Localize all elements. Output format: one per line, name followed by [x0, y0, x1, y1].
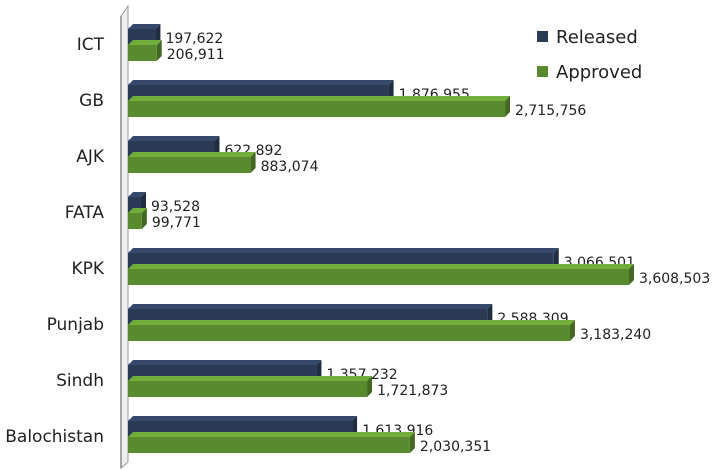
bar-released-balochistan-side: [352, 416, 358, 437]
value-label-approved-balochistan: 2,030,351: [420, 439, 491, 455]
bar-released-balochistan-top: [128, 416, 358, 421]
bars-group: 197,622206,9111,876,9552,715,756622,8928…: [128, 24, 710, 455]
bar-approved-kpk-side: [629, 264, 634, 285]
bar-released-ajk-side: [214, 136, 220, 157]
bar-approved-punjab-front: [128, 325, 570, 341]
bar-approved-punjab: [128, 320, 575, 341]
bar-approved-gb-side: [505, 96, 511, 117]
bar-released-sindh-side: [316, 360, 322, 381]
category-label-gb: GB: [79, 91, 104, 111]
bar-approved-ajk-side: [250, 152, 256, 173]
bar-released-gb-top: [128, 80, 394, 85]
bar-approved-balochistan-side: [409, 432, 415, 453]
category-label-sindh: Sindh: [56, 371, 104, 391]
bar-approved-gb: [128, 96, 511, 117]
bar-approved-balochistan-top: [128, 432, 415, 437]
bar-released-ict-top: [128, 24, 161, 29]
bar-approved-kpk-front: [128, 269, 629, 285]
bar-approved-balochistan: [128, 432, 415, 453]
bar-released-fata-side: [140, 192, 146, 213]
bar-released-ajk-top: [128, 136, 220, 141]
bar-approved-fata-side: [141, 208, 147, 229]
value-label-approved-punjab: 3,183,240: [580, 327, 651, 343]
bar-released-ict-side: [155, 24, 161, 45]
bar-approved-ict-top: [128, 40, 162, 45]
bar-approved-sindh: [128, 376, 373, 397]
bar-approved-sindh-side: [367, 376, 373, 397]
bar-approved-balochistan-front: [128, 437, 410, 453]
bar-approved-gb-top: [128, 96, 511, 101]
bar-approved-gb-front: [128, 101, 506, 117]
bar-approved-ajk-top: [128, 152, 256, 157]
bar-approved-sindh-top: [128, 376, 373, 381]
bar-approved-kpk: [128, 264, 634, 285]
bar-released-kpk-top: [128, 248, 559, 253]
bar-released-kpk-side: [553, 248, 559, 269]
value-label-released-ict: 197,622: [165, 31, 223, 47]
value-label-approved-sindh: 1,721,873: [377, 383, 448, 399]
bar-approved-punjab-side: [569, 320, 575, 341]
category-labels: ICT GB AJK FATA KPK Punjab Sindh Balochistan: [5, 35, 105, 447]
bar-approved-ict-front: [128, 45, 157, 61]
value-label-approved-ict: 206,911: [167, 47, 225, 63]
bar-approved-fata-front: [128, 213, 142, 229]
bar-released-fata: [128, 192, 146, 213]
bar-approved-ict-side: [156, 40, 162, 61]
legend-label-approved: Approved: [556, 62, 642, 83]
category-label-ict: ICT: [77, 35, 105, 55]
value-label-released-fata: 93,528: [151, 199, 200, 215]
legend-label-released: Released: [556, 27, 638, 48]
value-label-approved-kpk: 3,608,503: [639, 271, 710, 287]
category-label-fata: FATA: [65, 203, 105, 223]
bar-released-sindh-top: [128, 360, 322, 365]
bar-released-punjab-side: [487, 304, 493, 325]
category-label-kpk: KPK: [71, 259, 104, 279]
value-label-approved-gb: 2,715,756: [515, 103, 586, 119]
bar-approved-punjab-top: [128, 320, 575, 325]
bar-approved-ict: [128, 40, 162, 61]
value-label-approved-fata: 99,771: [152, 215, 201, 231]
legend: Released Approved: [537, 27, 642, 83]
bar-approved-kpk-top: [128, 264, 634, 269]
bar-approved-fata-top: [128, 208, 147, 213]
legend-swatch-released: [537, 31, 548, 42]
category-label-balochistan: Balochistan: [5, 427, 104, 447]
bar-approved-fata: [128, 208, 147, 229]
bar-approved-ajk: [128, 152, 256, 173]
bar-released-gb-side: [388, 80, 394, 101]
axis-wall: [120, 4, 129, 470]
bar-released-punjab-top: [128, 304, 493, 309]
category-label-ajk: AJK: [76, 147, 105, 167]
legend-swatch-approved: [537, 66, 548, 77]
bar-approved-ajk-front: [128, 157, 251, 173]
bar-released-fata-top: [128, 192, 146, 197]
bar-approved-sindh-front: [128, 381, 368, 397]
value-label-approved-ajk: 883,074: [261, 159, 319, 175]
category-label-punjab: Punjab: [47, 315, 104, 335]
